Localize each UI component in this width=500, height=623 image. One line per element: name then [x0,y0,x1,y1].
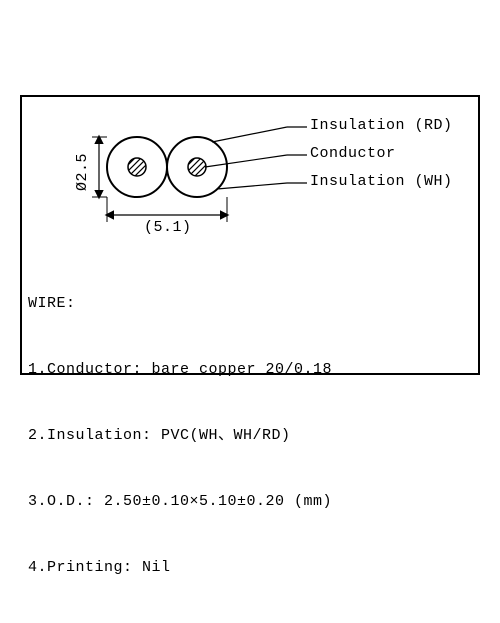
wire-notes: WIRE: 1.Conductor: bare copper 20/0.18 2… [28,249,332,623]
leader-insulation-wh [217,183,287,189]
label-insulation-rd: Insulation (RD) [310,117,453,134]
notes-line-2: 2.Insulation: PVC(WH、WH/RD) [28,425,332,447]
notes-line-1: 1.Conductor: bare copper 20/0.18 [28,359,332,381]
label-insulation-wh: Insulation (WH) [310,173,453,190]
notes-heading: WIRE: [28,293,332,315]
leader-insulation-rd [212,127,287,142]
drawing-frame: Ø2.5 (5.1) Insulation (RD) Conductor Ins… [20,95,480,375]
notes-line-4: 4.Printing: Nil [28,557,332,579]
cross-section-diagram: Ø2.5 (5.1) Insulation (RD) Conductor Ins… [22,97,478,242]
notes-line-3: 3.O.D.: 2.50±0.10×5.10±0.20 (mm) [28,491,332,513]
diameter-label: Ø2.5 [74,153,91,191]
conductor-left [128,158,146,176]
label-conductor: Conductor [310,145,396,162]
conductor-right [188,158,206,176]
width-label: (5.1) [144,219,192,236]
